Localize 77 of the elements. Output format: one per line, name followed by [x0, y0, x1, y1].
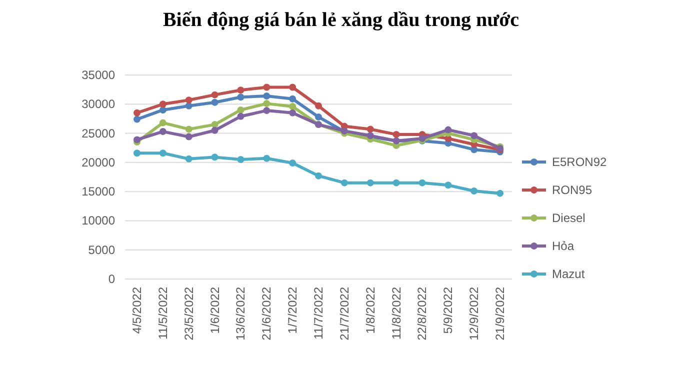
point: [185, 133, 192, 140]
point: [237, 86, 244, 94]
point: [237, 106, 244, 114]
point: [185, 126, 192, 133]
point: [263, 100, 270, 108]
point: [315, 113, 322, 120]
x-tick-label: 1/6/2022: [208, 286, 222, 334]
y-tick-label: 0: [108, 272, 116, 286]
point: [134, 116, 140, 123]
point: [159, 119, 166, 126]
point: [470, 132, 478, 140]
point: [366, 179, 374, 186]
point: [289, 95, 296, 102]
x-tick-label: 22/8/2022: [415, 286, 430, 340]
point: [134, 109, 140, 116]
y-tick-label: 25000: [82, 126, 116, 140]
point: [444, 126, 452, 134]
chart-title: Biến động giá bán lẻ xăng dầu trong nước: [162, 9, 520, 31]
y-tick-label: 30000: [82, 97, 116, 112]
point: [211, 91, 218, 98]
point: [392, 179, 400, 186]
point: [263, 154, 270, 162]
legend-label: Hỏa: [552, 239, 574, 253]
point: [418, 179, 426, 186]
point: [211, 126, 218, 134]
x-tick-label: 13/6/2022: [234, 286, 248, 340]
point: [211, 121, 218, 128]
point: [315, 172, 322, 180]
point: [211, 154, 218, 161]
x-tick-label: 21/9/2022: [493, 286, 507, 340]
point: [134, 136, 140, 144]
x-tick-label: 23/5/2022: [182, 286, 196, 340]
point: [159, 150, 166, 157]
legend-label: Diesel: [552, 211, 586, 225]
x-tick-label: 21/6/2022: [260, 286, 274, 340]
point: [470, 187, 478, 194]
point: [289, 109, 296, 116]
point: [496, 190, 504, 197]
point: [237, 94, 244, 101]
point: [392, 130, 400, 138]
point: [289, 102, 296, 110]
x-tick-label: 4/5/2022: [130, 286, 144, 334]
point: [185, 96, 192, 104]
x-tick-label: 11/8/2022: [389, 286, 404, 340]
point: [159, 106, 166, 114]
point: [315, 102, 322, 110]
x-tick-label: 21/7/2022: [337, 286, 352, 340]
point: [444, 182, 452, 189]
x-tick-label: 1/8/2022: [363, 286, 378, 334]
y-tick-label: 5000: [88, 242, 116, 257]
x-tick-label: 1/7/2022: [286, 286, 300, 334]
y-tick-label: 20000: [82, 155, 116, 170]
point: [366, 126, 374, 133]
legend-label: E5RON92: [552, 155, 608, 169]
point: [134, 150, 140, 157]
x-tick-label: 12/9/2022: [467, 286, 482, 340]
x-tick-label: 5/9/2022: [441, 286, 456, 334]
legend-label: RON95: [552, 183, 592, 197]
point: [185, 102, 192, 110]
point: [340, 179, 348, 186]
point: [237, 156, 244, 164]
y-tick-label: 15000: [82, 184, 116, 199]
point: [289, 84, 296, 91]
point: [211, 98, 218, 106]
point: [159, 128, 166, 136]
point: [185, 155, 192, 162]
point: [159, 100, 166, 108]
x-tick-label: 11/5/2022: [156, 286, 170, 340]
point: [263, 84, 270, 91]
y-tick-label: 35000: [82, 68, 116, 82]
point: [289, 160, 296, 167]
legend-label: Mazut: [552, 267, 586, 281]
point: [237, 112, 244, 120]
point: [263, 92, 270, 100]
y-tick-label: 10000: [82, 214, 116, 228]
x-tick-label: 11/7/2022: [312, 286, 326, 340]
point: [263, 107, 270, 114]
